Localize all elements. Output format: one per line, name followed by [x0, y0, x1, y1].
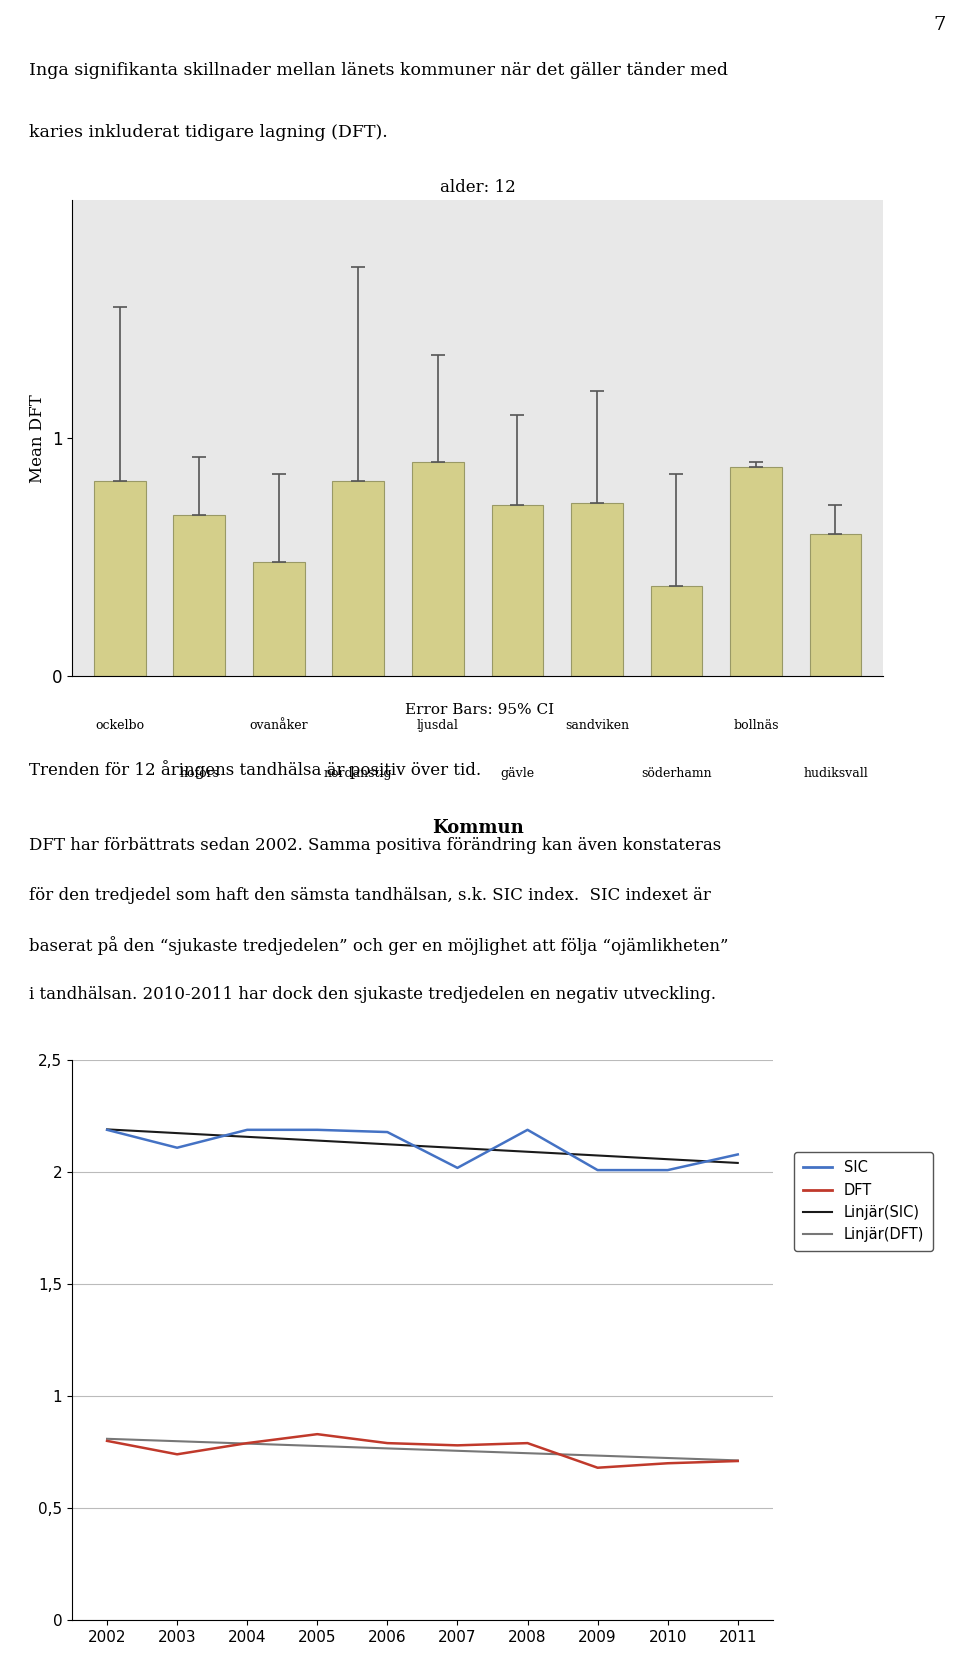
Linjär(SIC)	[661, 1149, 673, 1169]
Text: sandviken: sandviken	[564, 720, 629, 731]
Linjär(DFT)	[311, 1436, 323, 1456]
SIC	[311, 1121, 323, 1141]
SIC	[521, 1121, 533, 1141]
DFT	[661, 1453, 673, 1473]
DFT	[521, 1433, 533, 1453]
DFT	[311, 1425, 323, 1445]
Linjär(SIC)	[452, 1137, 464, 1157]
Linjär(DFT)	[592, 1446, 604, 1466]
SIC	[732, 1144, 744, 1164]
Text: 7: 7	[933, 17, 946, 33]
Linjär(DFT)	[521, 1443, 533, 1463]
DFT	[171, 1445, 182, 1465]
Linjär(SIC)	[592, 1146, 604, 1166]
Text: Error Bars: 95% CI: Error Bars: 95% CI	[405, 703, 555, 716]
Linjär(DFT)	[382, 1438, 394, 1458]
Text: baserat på den “sjukaste tredjedelen” och ger en möjlighet att följa “ojämlikhet: baserat på den “sjukaste tredjedelen” oc…	[29, 937, 729, 955]
Bar	[731, 468, 781, 676]
SIC	[382, 1122, 394, 1142]
Title: alder: 12: alder: 12	[440, 179, 516, 195]
Text: bollnäs: bollnäs	[733, 720, 779, 731]
Text: ovanåker: ovanåker	[250, 720, 308, 731]
Text: i tandhälsan. 2010-2011 har dock den sjukaste tredjedelen en negativ utveckling.: i tandhälsan. 2010-2011 har dock den sju…	[29, 985, 716, 1002]
Text: för den tredjedel som haft den sämsta tandhälsan, s.k. SIC index.  SIC indexet ä: för den tredjedel som haft den sämsta ta…	[29, 887, 710, 903]
Line: Linjär(SIC): Linjär(SIC)	[108, 1129, 738, 1162]
Bar	[492, 504, 543, 676]
Bar	[809, 534, 861, 676]
Linjär(SIC)	[521, 1142, 533, 1162]
Bar	[332, 481, 384, 676]
Linjär(DFT)	[102, 1430, 113, 1450]
Text: Trenden för 12 åringens tandhälsa är positiv över tid.: Trenden för 12 åringens tandhälsa är pos…	[29, 760, 481, 778]
Linjär(DFT)	[732, 1450, 744, 1470]
SIC	[592, 1161, 604, 1181]
Text: Inga signifikanta skillnader mellan länets kommuner när det gäller tänder med: Inga signifikanta skillnader mellan läne…	[29, 62, 728, 78]
Line: DFT: DFT	[108, 1435, 738, 1468]
Linjär(DFT)	[171, 1431, 182, 1451]
Linjär(SIC)	[382, 1134, 394, 1154]
Linjär(SIC)	[311, 1131, 323, 1151]
Text: söderhamn: söderhamn	[641, 767, 711, 780]
Bar	[412, 463, 464, 676]
Text: DFT har förbättrats sedan 2002. Samma positiva förändring kan även konstateras: DFT har förbättrats sedan 2002. Samma po…	[29, 837, 721, 853]
Text: hudiksvall: hudiksvall	[804, 767, 868, 780]
DFT	[382, 1433, 394, 1453]
Y-axis label: Mean DFT: Mean DFT	[29, 394, 46, 483]
Text: ljusdal: ljusdal	[417, 720, 459, 731]
Text: karies inkluderat tidigare lagning (DFT).: karies inkluderat tidigare lagning (DFT)…	[29, 124, 388, 142]
Linjär(SIC)	[171, 1124, 182, 1144]
Legend: SIC, DFT, Linjär(SIC), Linjär(DFT): SIC, DFT, Linjär(SIC), Linjär(DFT)	[794, 1152, 933, 1251]
Text: hofors: hofors	[180, 767, 219, 780]
Bar	[94, 481, 146, 676]
Text: nordanstig: nordanstig	[324, 767, 393, 780]
SIC	[171, 1137, 182, 1157]
Bar	[252, 563, 304, 676]
Text: Kommun: Kommun	[432, 820, 523, 837]
Bar	[651, 586, 703, 676]
DFT	[592, 1458, 604, 1478]
Linjär(SIC)	[242, 1127, 253, 1147]
DFT	[452, 1435, 464, 1455]
Line: Linjär(DFT): Linjär(DFT)	[108, 1440, 738, 1460]
Linjär(DFT)	[242, 1433, 253, 1453]
SIC	[661, 1161, 673, 1181]
Linjär(DFT)	[452, 1441, 464, 1461]
Linjär(SIC)	[732, 1152, 744, 1172]
DFT	[242, 1433, 253, 1453]
SIC	[102, 1121, 113, 1141]
Text: ockelbo: ockelbo	[95, 720, 144, 731]
Linjär(DFT)	[661, 1448, 673, 1468]
DFT	[102, 1431, 113, 1451]
Text: gävle: gävle	[500, 767, 535, 780]
Line: SIC: SIC	[108, 1131, 738, 1171]
Bar	[174, 514, 225, 676]
DFT	[732, 1451, 744, 1471]
Linjär(SIC)	[102, 1119, 113, 1139]
Bar	[571, 503, 623, 676]
SIC	[242, 1121, 253, 1141]
SIC	[452, 1157, 464, 1177]
